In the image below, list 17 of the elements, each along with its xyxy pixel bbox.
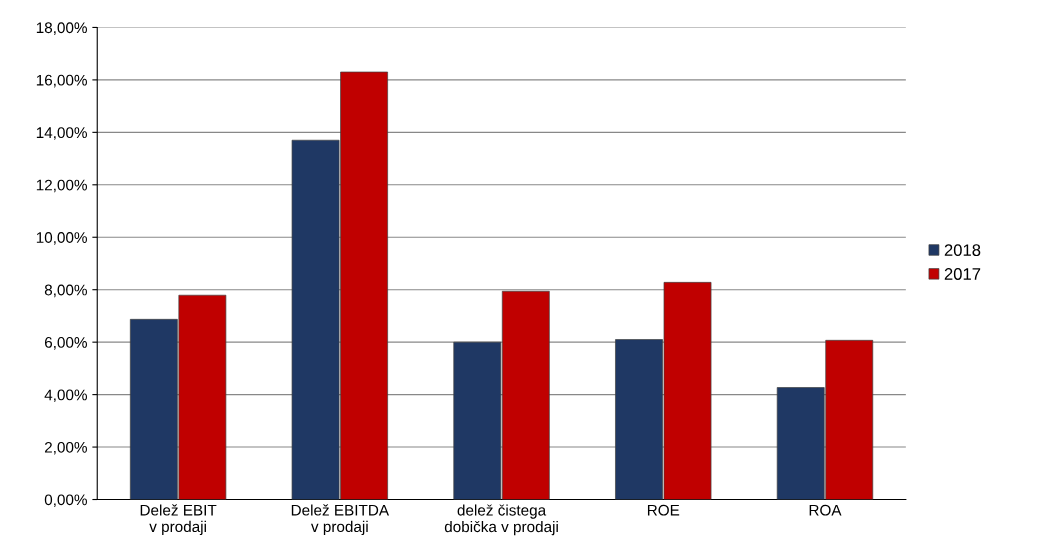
y-tick-label: 0,00% — [44, 494, 87, 508]
y-tick-label: 10,00% — [36, 232, 87, 245]
x-tick-label: Delež EBITDA v prodaji — [291, 504, 390, 536]
x-tick-label: Delež EBIT v prodaji — [140, 504, 217, 536]
y-tick-label: 4,00% — [44, 389, 87, 403]
y-tick-label: 16,00% — [36, 74, 87, 88]
y-tick-label: 14,00% — [36, 127, 87, 140]
x-tick-label: ROE — [647, 504, 680, 516]
y-tick-label: 8,00% — [44, 284, 87, 298]
x-tick-label: ROA — [809, 504, 842, 516]
legend-label: 2018 — [944, 244, 981, 257]
y-tick-label: 12,00% — [36, 179, 87, 193]
y-tick-label: 6,00% — [44, 337, 87, 350]
x-tick-label: delež čistega dobička v prodaji — [444, 504, 558, 536]
y-tick-label: 2,00% — [44, 441, 87, 455]
y-tick-label: 18,00% — [36, 22, 87, 35]
legend-label: 2017 — [944, 268, 981, 280]
